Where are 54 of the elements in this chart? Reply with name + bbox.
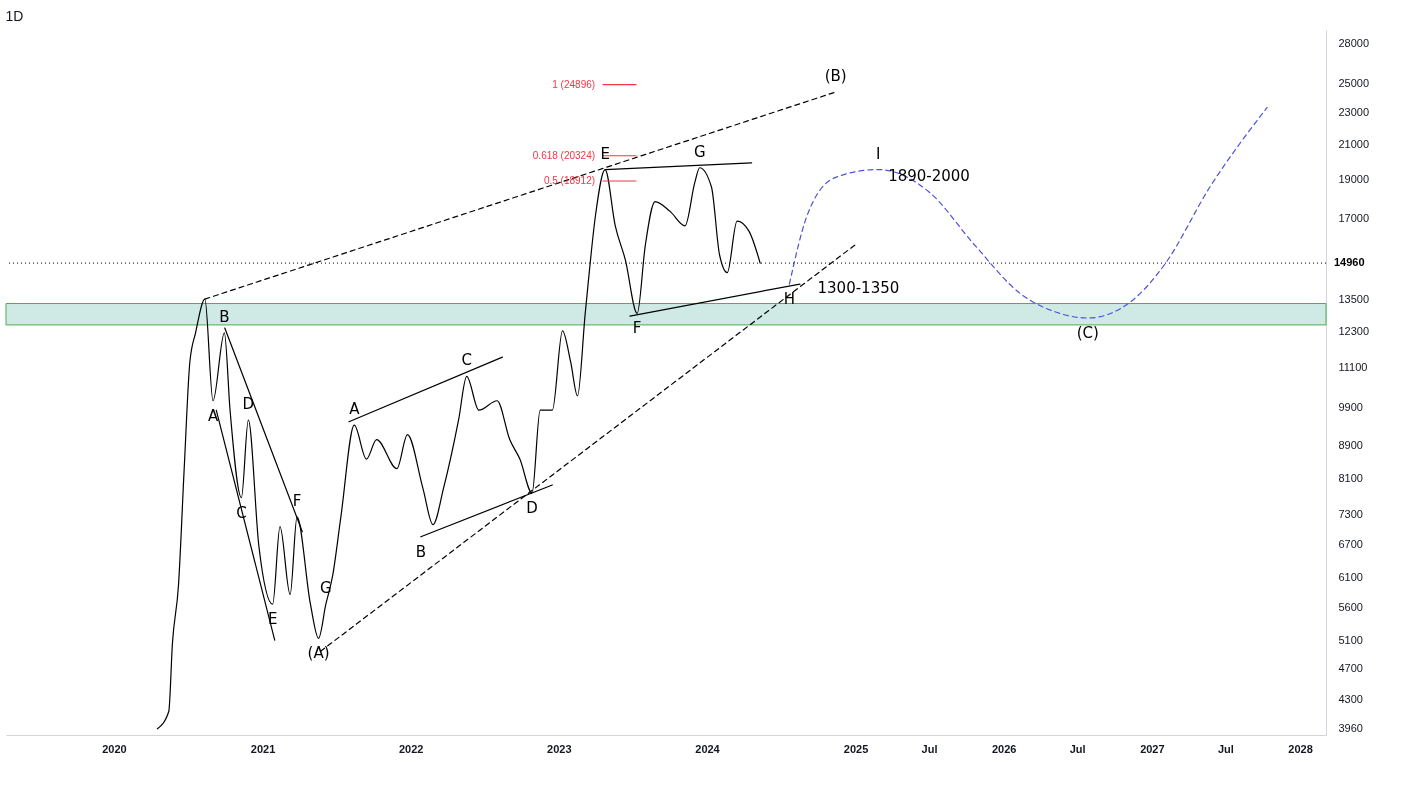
annotation: (C) xyxy=(1076,324,1099,343)
x-tick-label: 2021 xyxy=(250,742,276,755)
x-tick-label: 2022 xyxy=(398,742,424,755)
x-tick-label: Jul xyxy=(1069,742,1086,755)
x-tick-label: Jul xyxy=(1217,742,1234,755)
x-tick-label: Jul xyxy=(921,742,938,755)
y-tick-label: 13500 xyxy=(1338,292,1370,305)
x-tick-label: 2020 xyxy=(102,742,127,755)
y-tick-label: 23000 xyxy=(1338,105,1370,118)
x-tick-label: 2024 xyxy=(695,742,721,755)
annotation: (A) xyxy=(307,644,330,663)
annotation: E xyxy=(267,610,278,629)
x-tick-label: 2025 xyxy=(843,742,869,755)
y-tick-label: 28000 xyxy=(1338,37,1370,49)
y-tick-label: 5100 xyxy=(1338,633,1363,646)
x-tick-label: 2023 xyxy=(547,742,572,755)
annotation: B xyxy=(415,542,426,561)
series-label: 1 (24896) xyxy=(552,78,596,90)
x-tick-label: 2027 xyxy=(1140,742,1165,755)
y-tick-label: 7300 xyxy=(1338,507,1363,520)
y-tick-label: 9900 xyxy=(1338,401,1363,414)
annotation: F xyxy=(632,319,642,338)
y-tick-label: 8900 xyxy=(1338,438,1363,451)
annotation: I xyxy=(876,144,881,163)
annotation: A xyxy=(349,400,361,419)
annotation: F xyxy=(292,491,302,510)
y-tick-label: 8100 xyxy=(1338,471,1363,484)
y-tick-label: 11100 xyxy=(1338,361,1368,374)
y-tick-label: 6100 xyxy=(1338,570,1363,583)
y-tick-label: 4700 xyxy=(1338,662,1363,675)
annotation: D xyxy=(242,394,255,413)
y-tick-label: 12300 xyxy=(1338,325,1370,338)
x-tick-label: 2028 xyxy=(1288,742,1313,755)
annotation: G xyxy=(693,142,706,161)
annotation: 1890-2000 xyxy=(888,166,970,185)
y-tick-label: 6700 xyxy=(1338,538,1363,551)
annotation: D xyxy=(526,499,538,518)
y-tick-label: 21000 xyxy=(1338,137,1370,150)
y-tick-label: 19000 xyxy=(1338,172,1370,185)
annotation: 1300-1350 xyxy=(817,278,900,297)
x-tick-label: 2026 xyxy=(991,742,1017,755)
series-label: 0.618 (20324) xyxy=(532,149,596,161)
annotation: A xyxy=(207,406,219,425)
annotation: C xyxy=(461,351,472,370)
annotation: B xyxy=(219,307,230,326)
ref-line-label: 14960 xyxy=(1334,256,1365,269)
y-tick-label: 25000 xyxy=(1338,76,1370,89)
y-tick-label: 5600 xyxy=(1338,600,1363,613)
annotation: (B) xyxy=(824,67,847,85)
series-label: 0.5 (18912) xyxy=(543,174,596,186)
y-tick-label: 17000 xyxy=(1338,211,1370,224)
chart-title: 1D xyxy=(5,8,24,24)
y-tick-label: 3960 xyxy=(1338,722,1363,735)
y-tick-label: 4300 xyxy=(1338,693,1363,706)
